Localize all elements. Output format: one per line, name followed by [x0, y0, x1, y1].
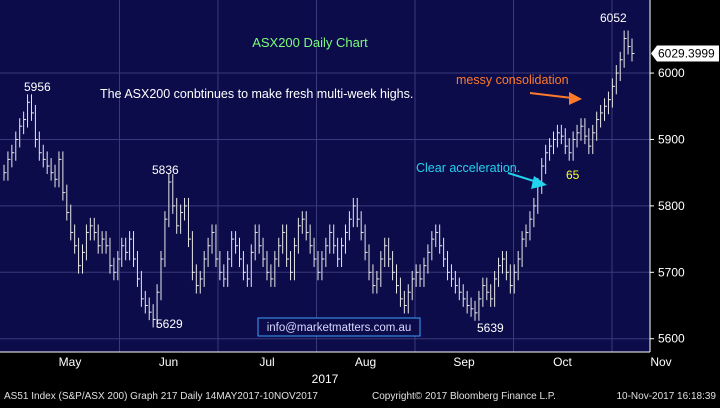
x-tick-label: Jul	[259, 355, 274, 369]
annotation-peak-left: 5956	[24, 80, 51, 94]
y-tick-label: 6000	[658, 66, 685, 80]
y-tick-label: 5800	[658, 199, 685, 213]
y-tick-label: 5900	[658, 132, 685, 146]
watermark-text: info@marketmatters.com.au	[267, 322, 412, 334]
x-axis: May Jun Jul Aug Sep Oct Nov	[0, 351, 672, 369]
annotation-65: 65	[566, 168, 580, 182]
x-tick-label: May	[59, 355, 82, 369]
grid-layer	[0, 0, 650, 352]
chart-title: ASX200 Daily Chart	[252, 35, 368, 50]
x-tick-label: Jun	[159, 355, 178, 369]
cyan-arrow-icon	[507, 172, 547, 189]
y-axis: 5600 5700 5800 5900 6000	[649, 0, 685, 352]
annotation-peak-jun: 5836	[152, 163, 179, 177]
annotation-peak-nov: 6052	[600, 11, 627, 25]
y-tick-label: 5700	[658, 265, 685, 279]
orange-arrow-icon	[529, 92, 582, 105]
footer-left: AS51 Index (S&P/ASX 200) Graph 217 Daily…	[4, 391, 318, 402]
annotation-acceleration: Clear acceleration.	[416, 161, 520, 175]
year-label: 2017	[312, 372, 339, 386]
last-value-box: 6029.3999	[651, 45, 719, 62]
footer-copyright: Copyright© 2017 Bloomberg Finance L.P.	[372, 391, 556, 402]
chart-subtitle: The ASX200 conbtinues to make fresh mult…	[100, 87, 413, 101]
footer-timestamp: 10-Nov-2017 16:18:39	[616, 391, 716, 402]
x-tick-label: Aug	[355, 355, 376, 369]
x-tick-label: Nov	[650, 355, 671, 369]
price-series	[3, 30, 635, 328]
x-tick-label: Oct	[553, 355, 572, 369]
last-value-label: 6029.3999	[658, 47, 715, 61]
annotation-low-sep: 5639	[477, 321, 504, 335]
annotation-low-jun: 5629	[156, 317, 183, 331]
watermark-box	[257, 317, 421, 337]
x-tick-label: Sep	[453, 355, 475, 369]
annotation-consolidation: messy consolidation	[456, 73, 569, 87]
y-tick-label: 5600	[658, 332, 685, 346]
plot-background	[0, 0, 650, 352]
footer-bar	[0, 388, 720, 403]
